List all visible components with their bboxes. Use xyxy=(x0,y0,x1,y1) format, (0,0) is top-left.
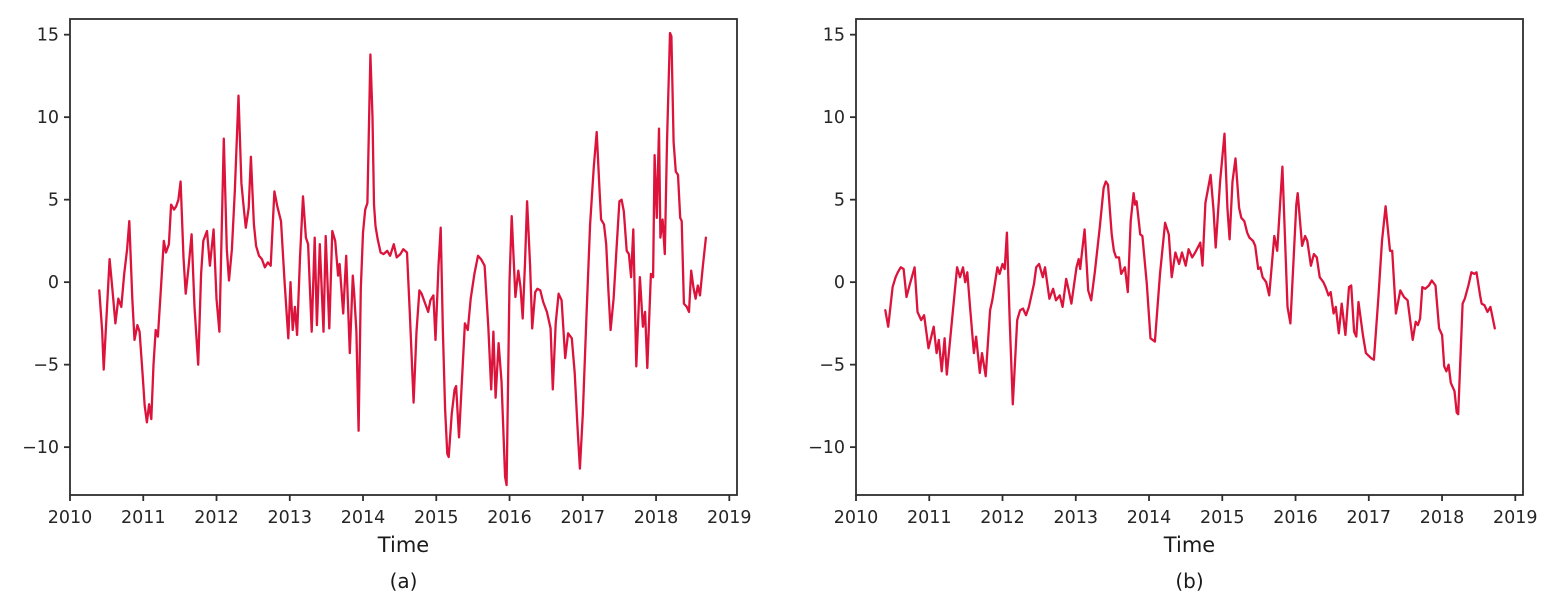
chart-svg-a: 2010 2011 2012 2013 2014 2015 2016 2017 2018 2019… xyxy=(22,18,752,593)
panel-caption: (a) xyxy=(390,569,418,593)
x-axis-tick-label: 2019 xyxy=(707,508,752,528)
x-axis-tick-label: 2012 xyxy=(194,508,239,528)
x-axis-tick-label: 2010 xyxy=(834,508,879,528)
y-axis-tick-label: −10 xyxy=(808,438,845,458)
y-axis-tick-label: −5 xyxy=(819,356,845,376)
x-axis-label: Time xyxy=(377,533,429,557)
y-axis-tick-label: −10 xyxy=(22,438,59,458)
panel-caption: (b) xyxy=(1175,569,1203,593)
x-axis-tick-label: 2016 xyxy=(1273,508,1318,528)
x-axis-tick-label: 2018 xyxy=(1420,508,1465,528)
y-axis-tick-label: 15 xyxy=(823,26,845,46)
x-axis-tick-label: 2010 xyxy=(48,508,93,528)
series-line-a xyxy=(98,31,708,487)
series-line-b xyxy=(884,132,1496,416)
y-axis-tick-label: −5 xyxy=(33,356,59,376)
chart-svg-b: 2010 2011 2012 2013 2014 2015 2016 2017 2018 2019… xyxy=(808,18,1538,593)
x-axis-label: Time xyxy=(1163,533,1215,557)
y-axis-tick-label: 15 xyxy=(37,26,59,46)
x-axis-tick-label: 2016 xyxy=(487,508,532,528)
y-axis-tick-label: 5 xyxy=(48,191,59,211)
x-axis-tick-label: 2013 xyxy=(1053,508,1098,528)
x-axis-tick-label: 2014 xyxy=(341,508,386,528)
y-axis-tick-label: 0 xyxy=(48,273,59,293)
y-axis-tick-label: 0 xyxy=(834,273,845,293)
y-axis-tick-label: 10 xyxy=(37,108,59,128)
x-axis-tick-label: 2014 xyxy=(1127,508,1172,528)
y-axis-tick-label: 5 xyxy=(834,191,845,211)
x-axis-tick-label: 2015 xyxy=(414,508,459,528)
chart-panel-a: 2010 2011 2012 2013 2014 2015 2016 2017 2018 2019… xyxy=(22,18,752,593)
x-axis-tick-label: 2017 xyxy=(561,508,606,528)
x-axis-tick-label: 2017 xyxy=(1347,508,1392,528)
x-axis-tick-label: 2011 xyxy=(121,508,166,528)
y-axis-tick-label: 10 xyxy=(823,108,845,128)
x-axis-tick-label: 2018 xyxy=(634,508,679,528)
x-axis-tick-label: 2012 xyxy=(980,508,1025,528)
x-axis-tick-label: 2013 xyxy=(267,508,312,528)
x-axis-tick-label: 2019 xyxy=(1493,508,1538,528)
x-axis-tick-label: 2015 xyxy=(1200,508,1245,528)
chart-panel-b: 2010 2011 2012 2013 2014 2015 2016 2017 2018 2019… xyxy=(772,0,1544,607)
x-axis-tick-label: 2011 xyxy=(907,508,952,528)
plot-border xyxy=(69,18,738,496)
plot-border xyxy=(855,18,1524,496)
